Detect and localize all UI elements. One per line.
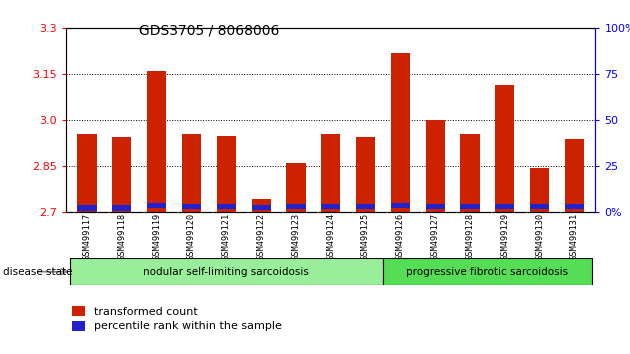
Bar [112,137,132,212]
Bar [356,137,375,212]
Text: disease state: disease state [3,267,72,277]
Bar [251,205,271,210]
Bar [217,136,236,212]
Text: GSM499131: GSM499131 [570,213,579,260]
Bar [287,204,306,209]
Text: GSM499128: GSM499128 [466,213,474,260]
Bar [77,134,96,212]
Bar [287,163,306,212]
Text: progressive fibrotic sarcoidosis: progressive fibrotic sarcoidosis [406,267,568,277]
Text: GSM499118: GSM499118 [117,213,127,260]
Bar [217,204,236,209]
Bar [426,120,445,212]
Bar [112,205,132,211]
Bar [565,139,584,212]
Bar [321,134,340,212]
Bar [426,204,445,209]
Bar [182,204,201,209]
Text: GSM499122: GSM499122 [256,213,266,260]
Bar [383,258,592,285]
Bar [391,203,410,208]
Text: GSM499119: GSM499119 [152,213,161,260]
Bar [565,204,584,209]
Bar [495,204,515,209]
Bar [461,204,479,209]
Text: GSM499120: GSM499120 [187,213,196,260]
Bar [77,205,96,211]
Text: GSM499117: GSM499117 [83,213,91,260]
Bar [530,168,549,212]
Bar [182,134,201,212]
Bar [321,204,340,209]
Bar [495,85,515,212]
Bar [461,134,479,212]
Legend: transformed count, percentile rank within the sample: transformed count, percentile rank withi… [72,307,282,331]
Text: nodular self-limiting sarcoidosis: nodular self-limiting sarcoidosis [144,267,309,277]
Text: GSM499124: GSM499124 [326,213,335,260]
Bar [391,53,410,212]
Bar [356,204,375,209]
Bar [530,204,549,209]
Text: GDS3705 / 8068006: GDS3705 / 8068006 [139,23,279,37]
Bar [70,258,383,285]
Text: GSM499123: GSM499123 [292,213,301,260]
Text: GSM499130: GSM499130 [535,213,544,260]
Text: GSM499126: GSM499126 [396,213,405,260]
Bar [147,71,166,212]
Text: GSM499127: GSM499127 [431,213,440,260]
Bar [147,203,166,208]
Bar [251,199,271,212]
Text: GSM499125: GSM499125 [361,213,370,260]
Text: GSM499121: GSM499121 [222,213,231,260]
Text: GSM499129: GSM499129 [500,213,509,260]
